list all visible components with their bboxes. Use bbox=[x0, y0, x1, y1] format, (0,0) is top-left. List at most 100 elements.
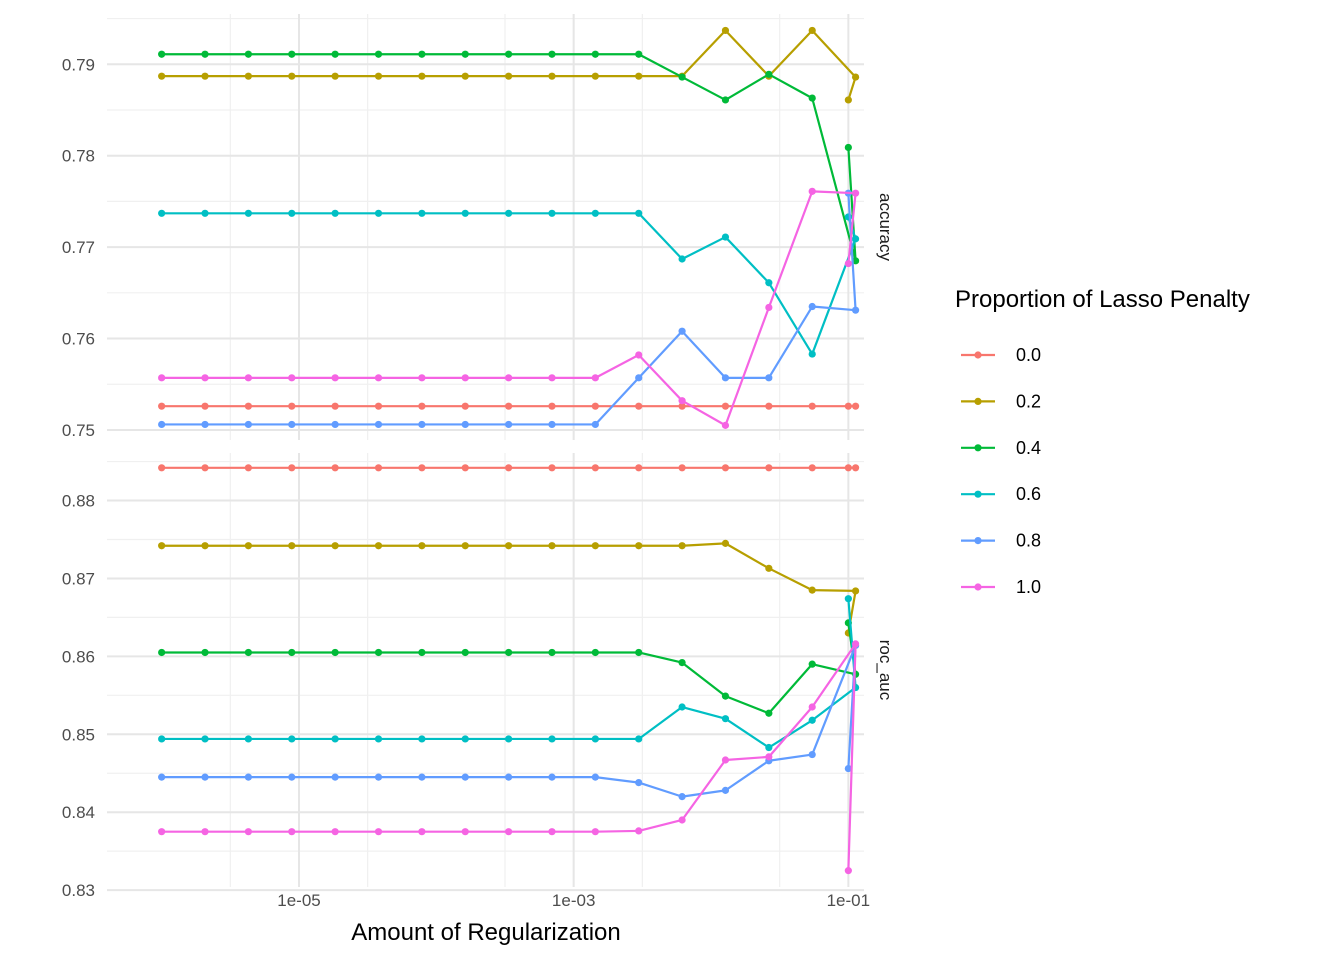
data-point bbox=[418, 50, 426, 58]
data-point bbox=[591, 648, 599, 657]
series-line-0.6 bbox=[161, 212, 857, 356]
data-point bbox=[331, 773, 339, 781]
data-point bbox=[591, 828, 599, 836]
data-point bbox=[331, 209, 339, 217]
data-point bbox=[244, 773, 252, 781]
x-tick-label: 1e-03 bbox=[552, 891, 595, 910]
data-point bbox=[844, 96, 852, 104]
data-point bbox=[331, 735, 339, 743]
data-point bbox=[201, 374, 209, 382]
data-point bbox=[808, 187, 816, 195]
series-line-0.2 bbox=[161, 542, 857, 634]
data-point bbox=[418, 464, 426, 472]
data-point bbox=[591, 50, 599, 58]
data-point bbox=[244, 374, 252, 382]
data-point bbox=[721, 786, 730, 794]
data-point bbox=[765, 709, 773, 717]
data-point bbox=[635, 72, 643, 80]
data-point bbox=[505, 828, 513, 836]
data-point bbox=[201, 648, 209, 657]
data-point bbox=[591, 402, 599, 410]
axis-layer: 0.75 0.76 0.77 0.78 0.79 0.83 0.84 0.85 0.86 0.87… bbox=[62, 55, 870, 910]
data-point bbox=[721, 692, 730, 700]
data-point bbox=[765, 279, 773, 287]
data-point bbox=[461, 828, 469, 836]
data-point bbox=[331, 374, 339, 382]
data-point bbox=[461, 420, 469, 429]
data-point bbox=[678, 327, 686, 335]
data-point bbox=[158, 72, 166, 80]
data-point bbox=[374, 828, 383, 836]
data-point bbox=[678, 73, 686, 81]
data-point bbox=[808, 750, 816, 759]
data-point bbox=[418, 773, 426, 781]
data-point bbox=[244, 464, 252, 472]
data-point bbox=[808, 716, 816, 724]
data-point bbox=[844, 143, 852, 152]
grid-layer bbox=[107, 14, 864, 892]
data-point bbox=[461, 209, 469, 217]
data-point bbox=[288, 402, 296, 410]
data-point bbox=[678, 658, 686, 667]
legend-key-point bbox=[974, 537, 982, 545]
data-point bbox=[158, 828, 166, 836]
data-point bbox=[548, 773, 556, 781]
data-point bbox=[244, 72, 252, 80]
data-point bbox=[591, 464, 599, 472]
data-point bbox=[244, 50, 252, 58]
data-point bbox=[244, 735, 252, 743]
data-point bbox=[374, 420, 383, 429]
series-line-1.0 bbox=[161, 190, 857, 427]
legend-label: 0.6 bbox=[1016, 484, 1041, 504]
legend-key-point bbox=[974, 583, 982, 591]
data-point bbox=[591, 374, 599, 382]
data-point bbox=[418, 735, 426, 743]
data-point bbox=[461, 374, 469, 382]
series-line-0.2 bbox=[161, 29, 857, 101]
data-point bbox=[288, 464, 296, 472]
data-point bbox=[201, 735, 209, 743]
data-point bbox=[765, 303, 773, 312]
data-point bbox=[635, 209, 643, 217]
data-point bbox=[678, 542, 686, 550]
data-point bbox=[851, 257, 860, 265]
data-point bbox=[201, 50, 209, 58]
data-point bbox=[851, 306, 860, 314]
data-point bbox=[288, 72, 296, 80]
y-tick-label: 0.86 bbox=[62, 647, 95, 666]
series-line-1.0 bbox=[161, 642, 857, 871]
legend-label: 0.2 bbox=[1016, 391, 1041, 411]
data-point bbox=[844, 464, 852, 472]
legend-item: 0.4 bbox=[961, 438, 1041, 458]
legend-key-point bbox=[974, 397, 982, 405]
data-point bbox=[374, 464, 383, 472]
strip-layer: accuracy roc_auc bbox=[876, 193, 895, 701]
data-point bbox=[765, 464, 773, 472]
legend-label: 0.0 bbox=[1016, 345, 1041, 365]
data-point bbox=[461, 648, 469, 657]
data-point bbox=[765, 402, 773, 410]
legend-item: 0.0 bbox=[961, 345, 1041, 365]
y-tick-label: 0.76 bbox=[62, 330, 95, 349]
data-point bbox=[374, 542, 383, 550]
data-point bbox=[765, 374, 773, 382]
data-point bbox=[288, 735, 296, 743]
data-point bbox=[678, 816, 686, 824]
data-point bbox=[721, 539, 730, 547]
data-point bbox=[851, 587, 860, 595]
data-point bbox=[331, 420, 339, 429]
data-point bbox=[374, 402, 383, 410]
data-point bbox=[288, 50, 296, 58]
data-point bbox=[635, 464, 643, 472]
facet-strip-label: accuracy bbox=[876, 193, 895, 262]
data-point bbox=[548, 209, 556, 217]
series-line-0.8 bbox=[161, 644, 857, 798]
data-point bbox=[201, 402, 209, 410]
series-layer bbox=[158, 26, 860, 875]
data-point bbox=[635, 374, 643, 382]
data-point bbox=[765, 564, 773, 572]
data-point bbox=[505, 50, 513, 58]
legend-title: Proportion of Lasso Penalty bbox=[955, 286, 1250, 313]
data-point bbox=[201, 420, 209, 429]
